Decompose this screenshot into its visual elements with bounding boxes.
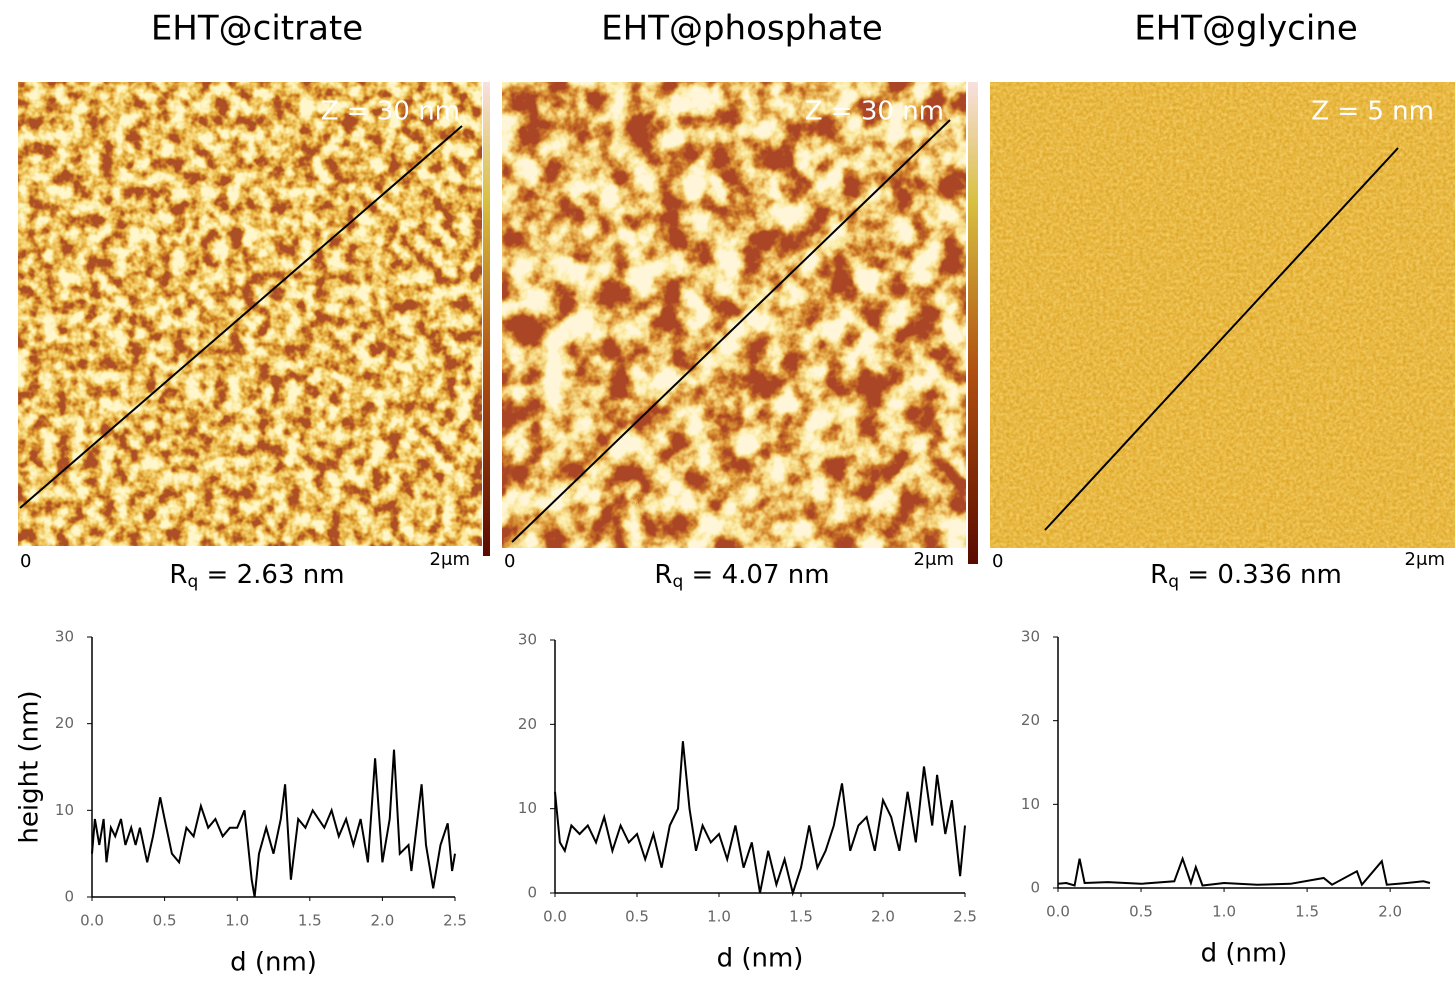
image-title: EHT@citrate	[151, 9, 363, 49]
x-tick-label: 0.0	[80, 912, 104, 930]
size-label: 2μm	[1405, 549, 1445, 570]
x-tick-label: 2.0	[1378, 903, 1402, 921]
x-tick-label: 0.0	[1046, 903, 1070, 921]
x-tick-label: 1.0	[707, 908, 731, 926]
profile-line	[511, 119, 951, 543]
rq-value: = 0.336 nm	[1179, 560, 1342, 590]
rq-value: = 4.07 nm	[683, 560, 829, 590]
z-scale-label: Z = 5 nm	[1311, 97, 1434, 127]
rq-symbol: R	[169, 560, 187, 590]
x-tick-label: 2.0	[370, 912, 394, 930]
afm-image	[18, 82, 482, 546]
y-tick-label: 30	[518, 631, 537, 649]
x-tick-label: 0.5	[1129, 903, 1153, 921]
x-axis-label: d (nm)	[1201, 939, 1288, 969]
profile-curve	[554, 741, 966, 897]
rq-symbol: R	[654, 560, 672, 590]
y-tick-label: 0	[527, 884, 537, 902]
color-bar	[968, 82, 978, 564]
x-axis-label: d (nm)	[230, 948, 317, 978]
size-label: 2μm	[914, 549, 954, 570]
z-scale-label: Z = 30 nm	[805, 97, 944, 127]
rq-symbol: R	[1150, 560, 1168, 590]
x-tick-label: 0.5	[625, 908, 649, 926]
size-label: 2μm	[430, 549, 470, 570]
profile-curve	[91, 749, 456, 898]
rq-subscript: q	[1168, 572, 1179, 592]
y-tick-label: 20	[55, 714, 74, 732]
x-tick-label: 1.0	[1212, 903, 1236, 921]
profile-curve	[1057, 855, 1431, 887]
x-tick-label: 2.5	[443, 912, 467, 930]
rq-subscript: q	[673, 572, 684, 592]
x-tick-label: 1.5	[789, 908, 813, 926]
y-tick-label: 10	[518, 799, 537, 817]
x-tick-label: 2.5	[953, 908, 977, 926]
x-axis-label: d (nm)	[717, 944, 804, 974]
z-scale-label: Z = 30 nm	[321, 97, 460, 127]
image-title: EHT@glycine	[1134, 9, 1358, 49]
x-tick-label: 1.0	[225, 912, 249, 930]
afm-image	[502, 82, 966, 548]
roughness-label: Rq = 4.07 nm	[654, 560, 829, 593]
x-tick-label: 2.0	[871, 908, 895, 926]
y-tick-label: 30	[1021, 628, 1040, 646]
origin-label: 0	[992, 551, 1003, 572]
roughness-label: Rq = 0.336 nm	[1150, 560, 1342, 593]
profile-line	[19, 125, 463, 509]
afm-image	[990, 82, 1455, 548]
y-tick-label: 20	[1021, 711, 1040, 729]
x-tick-label: 0.0	[543, 908, 567, 926]
rq-value: = 2.63 nm	[198, 560, 344, 590]
y-tick-label: 0	[64, 888, 74, 906]
y-tick-label: 10	[1021, 795, 1040, 813]
y-axis-label: height (nm)	[15, 690, 45, 843]
origin-label: 0	[504, 551, 515, 572]
color-bar	[483, 82, 490, 556]
y-tick-label: 10	[55, 801, 74, 819]
y-tick-label: 20	[518, 715, 537, 733]
origin-label: 0	[20, 551, 31, 572]
x-tick-label: 1.5	[1295, 903, 1319, 921]
roughness-label: Rq = 2.63 nm	[169, 560, 344, 593]
x-tick-label: 0.5	[153, 912, 177, 930]
rq-subscript: q	[188, 572, 199, 592]
x-tick-label: 1.5	[298, 912, 322, 930]
y-tick-label: 0	[1030, 879, 1040, 897]
y-tick-label: 30	[55, 628, 74, 646]
profile-line	[1044, 147, 1399, 531]
image-title: EHT@phosphate	[601, 9, 883, 49]
